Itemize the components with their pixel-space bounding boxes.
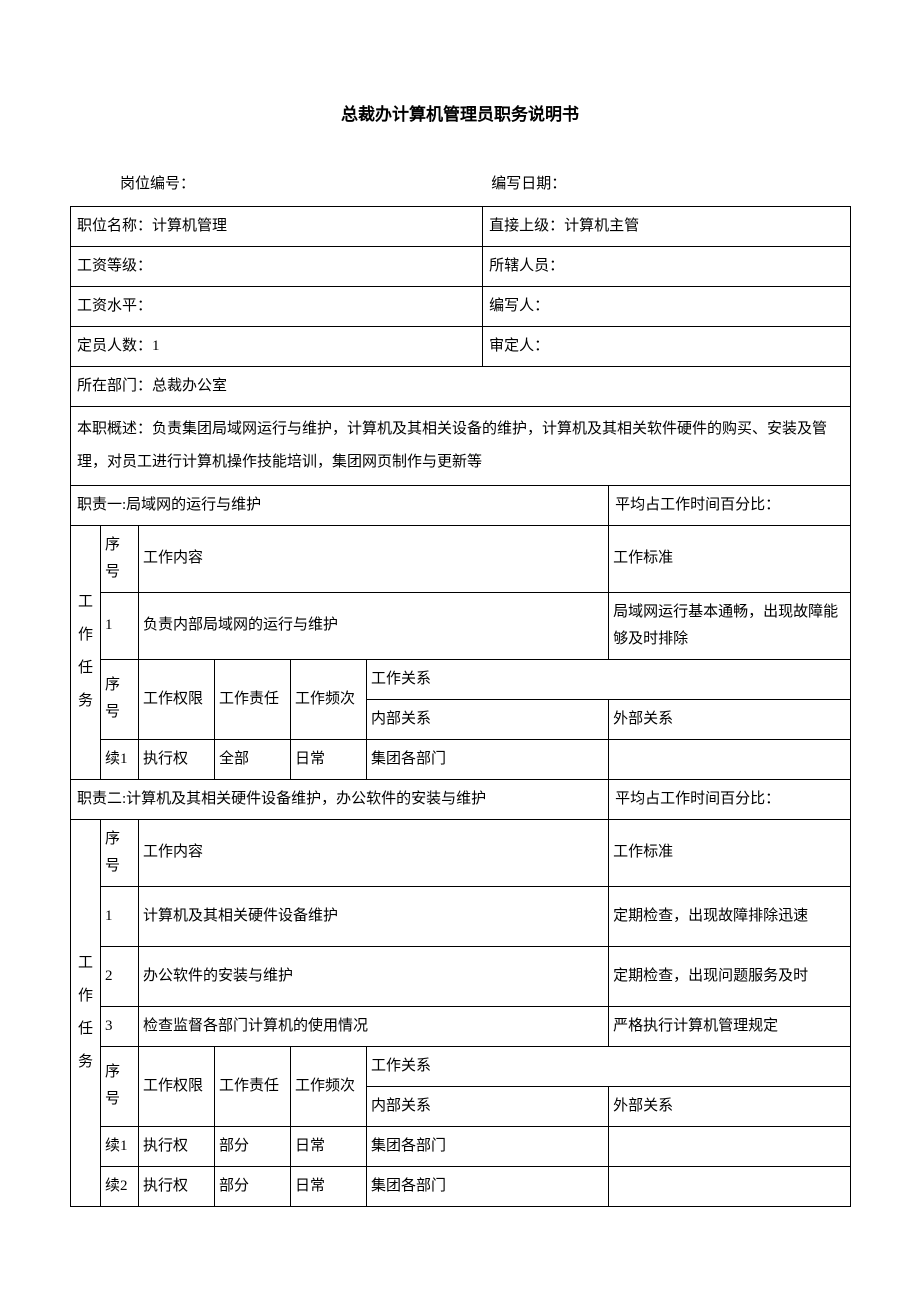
department-cell: 所在部门：总裁办公室 — [71, 366, 851, 406]
duty2-content-1: 计算机及其相关硬件设备维护 — [139, 886, 609, 946]
duty2-cont1-internal: 集团各部门 — [367, 1126, 609, 1166]
task-block-1: 工作任务 — [71, 525, 101, 779]
duty2-cont2-freq: 日常 — [291, 1166, 367, 1206]
duty2-cont1-resp: 部分 — [215, 1126, 291, 1166]
internal-header-1: 内部关系 — [367, 699, 609, 739]
document-title: 总裁办计算机管理员职务说明书 — [70, 100, 850, 131]
duty1-seq-1: 1 — [101, 592, 139, 659]
job-description-table: 职位名称：计算机管理 直接上级：计算机主管 工资等级： 所辖人员： 工资水平： … — [70, 206, 851, 1207]
staff-count-label: 定员人数： — [77, 338, 152, 354]
supervisor-value: 计算机主管 — [564, 218, 639, 234]
freq-header-1: 工作频次 — [291, 659, 367, 739]
auth-header-2: 工作权限 — [139, 1046, 215, 1126]
duty1-cont1-seq: 续1 — [101, 739, 139, 779]
duty1-label: 职责一: — [77, 497, 126, 513]
seq-header-2: 序号 — [101, 819, 139, 886]
department-label: 所在部门： — [77, 378, 152, 394]
duty2-content-3: 检查监督各部门计算机的使用情况 — [139, 1006, 609, 1046]
write-date: 编写日期： — [491, 171, 850, 198]
duty2-header: 职责二:计算机及其相关硬件设备维护，办公软件的安装与维护 — [71, 779, 609, 819]
duty2-cont1-auth: 执行权 — [139, 1126, 215, 1166]
standard-header-1: 工作标准 — [609, 525, 851, 592]
subordinates-cell: 所辖人员： — [483, 246, 851, 286]
duty2-cont2-internal: 集团各部门 — [367, 1166, 609, 1206]
duty2-cont1-freq: 日常 — [291, 1126, 367, 1166]
content-header-1: 工作内容 — [139, 525, 609, 592]
staff-count-cell: 定员人数：1 — [71, 326, 483, 366]
auth-header-1: 工作权限 — [139, 659, 215, 739]
duty1-standard-1: 局域网运行基本通畅，出现故障能够及时排除 — [609, 592, 851, 659]
time-pct-2: 平均占工作时间百分比： — [609, 779, 851, 819]
summary-label: 本职概述： — [77, 421, 152, 437]
wage-grade-cell: 工资等级： — [71, 246, 483, 286]
duty2-cont2-auth: 执行权 — [139, 1166, 215, 1206]
duty1-cont1-external — [609, 739, 851, 779]
duty2-seq-3: 3 — [101, 1006, 139, 1046]
position-name-label: 职位名称： — [77, 218, 152, 234]
freq-header-2: 工作频次 — [291, 1046, 367, 1126]
summary-text: 负责集团局域网运行与维护，计算机及其相关设备的维护，计算机及其相关软件硬件的购买… — [77, 421, 827, 470]
external-header-1: 外部关系 — [609, 699, 851, 739]
duty2-label: 职责二: — [77, 791, 126, 807]
seq-header-rel-2: 序号 — [101, 1046, 139, 1126]
duty2-standard-1: 定期检查，出现故障排除迅速 — [609, 886, 851, 946]
header-row: 岗位编号： 编写日期： — [70, 171, 850, 198]
duty2-cont1-seq: 续1 — [101, 1126, 139, 1166]
supervisor-label: 直接上级： — [489, 218, 564, 234]
duty1-content-1: 负责内部局域网的运行与维护 — [139, 592, 609, 659]
resp-header-2: 工作责任 — [215, 1046, 291, 1126]
seq-header-1: 序号 — [101, 525, 139, 592]
duty2-cont2-external — [609, 1166, 851, 1206]
relation-header-2: 工作关系 — [367, 1046, 851, 1086]
duty1-header: 职责一:局域网的运行与维护 — [71, 485, 609, 525]
duty2-cont2-seq: 续2 — [101, 1166, 139, 1206]
approver-cell: 审定人： — [483, 326, 851, 366]
content-header-2: 工作内容 — [139, 819, 609, 886]
duty1-cont1-auth: 执行权 — [139, 739, 215, 779]
external-header-2: 外部关系 — [609, 1086, 851, 1126]
time-pct-1: 平均占工作时间百分比： — [609, 485, 851, 525]
supervisor-cell: 直接上级：计算机主管 — [483, 206, 851, 246]
staff-count-value: 1 — [152, 338, 160, 354]
wage-level-cell: 工资水平： — [71, 286, 483, 326]
duty2-seq-1: 1 — [101, 886, 139, 946]
task-block-2: 工作任务 — [71, 819, 101, 1206]
standard-header-2: 工作标准 — [609, 819, 851, 886]
writer-cell: 编写人： — [483, 286, 851, 326]
position-name-cell: 职位名称：计算机管理 — [71, 206, 483, 246]
seq-header-rel-1: 序号 — [101, 659, 139, 739]
department-value: 总裁办公室 — [152, 378, 227, 394]
summary-cell: 本职概述：负责集团局域网运行与维护，计算机及其相关设备的维护，计算机及其相关软件… — [71, 406, 851, 485]
relation-header-1: 工作关系 — [367, 659, 851, 699]
duty2-standard-3: 严格执行计算机管理规定 — [609, 1006, 851, 1046]
duty2-content-2: 办公软件的安装与维护 — [139, 946, 609, 1006]
position-name-value: 计算机管理 — [152, 218, 227, 234]
duty2-cont2-resp: 部分 — [215, 1166, 291, 1206]
duty1-title: 局域网的运行与维护 — [126, 497, 261, 513]
duty1-cont1-resp: 全部 — [215, 739, 291, 779]
resp-header-1: 工作责任 — [215, 659, 291, 739]
duty1-cont1-internal: 集团各部门 — [367, 739, 609, 779]
duty1-cont1-freq: 日常 — [291, 739, 367, 779]
duty2-seq-2: 2 — [101, 946, 139, 1006]
duty2-standard-2: 定期检查，出现问题服务及时 — [609, 946, 851, 1006]
duty2-cont1-external — [609, 1126, 851, 1166]
internal-header-2: 内部关系 — [367, 1086, 609, 1126]
position-code: 岗位编号： — [70, 171, 491, 198]
duty2-title: 计算机及其相关硬件设备维护，办公软件的安装与维护 — [126, 791, 486, 807]
